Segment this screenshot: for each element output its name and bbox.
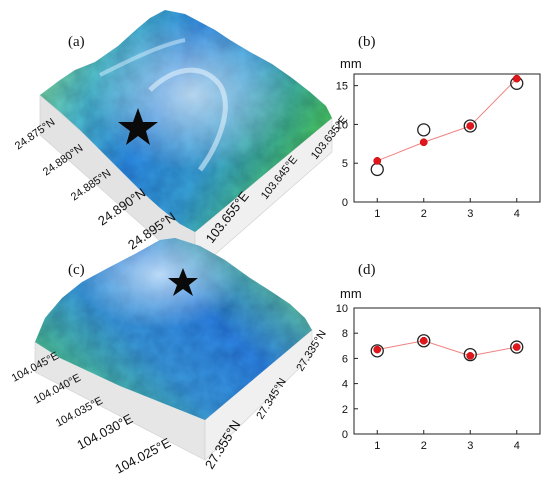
series-line bbox=[377, 78, 518, 162]
lon-label: 104.035°E bbox=[54, 395, 105, 430]
panel-label-d: (d) bbox=[358, 262, 376, 278]
data-point-red-dot bbox=[373, 345, 382, 354]
y-tick-label: 8 bbox=[342, 328, 348, 340]
chart-b: 0 5 10 15 1 2 3 4 bbox=[336, 73, 541, 220]
unit-label-d: mm bbox=[340, 286, 362, 301]
data-point-red-dot bbox=[512, 343, 521, 351]
data-point-open-circle bbox=[463, 119, 477, 133]
y-tick-label: 0 bbox=[342, 197, 348, 209]
terrain-c-wall-right bbox=[204, 329, 313, 461]
unit-label-b: mm bbox=[340, 56, 362, 71]
x-tick-label: 1 bbox=[374, 208, 380, 220]
y-tick-label: 6 bbox=[342, 353, 348, 365]
star-marker-c bbox=[168, 268, 198, 296]
data-point-red-dot bbox=[373, 157, 382, 165]
y-tick-label: 2 bbox=[342, 404, 348, 416]
lon-label: 104.030°E bbox=[74, 411, 135, 453]
data-point-open-circle bbox=[370, 162, 384, 177]
series-line bbox=[377, 340, 517, 357]
data-point-open-circle bbox=[417, 123, 431, 137]
plot-frame bbox=[353, 73, 541, 203]
data-point-open-circle bbox=[417, 334, 431, 348]
x-tick-label: 3 bbox=[467, 208, 473, 220]
data-point-open-circle bbox=[370, 344, 384, 358]
x-tick-label: 2 bbox=[421, 208, 427, 220]
data-point-open-circle bbox=[510, 340, 524, 354]
x-tick-label: 3 bbox=[467, 440, 473, 452]
star-marker-a bbox=[118, 108, 158, 145]
x-tick-label: 4 bbox=[514, 440, 520, 452]
panel-label-c: (c) bbox=[68, 262, 85, 278]
data-point-red-dot bbox=[419, 336, 428, 345]
x-tick-label: 2 bbox=[421, 440, 427, 452]
lon-label: 104.025°E bbox=[112, 435, 173, 477]
y-tick-label: 4 bbox=[342, 379, 348, 391]
panel-label-a: (a) bbox=[68, 34, 85, 50]
x-tick-label: 1 bbox=[374, 440, 380, 452]
data-point-red-dot bbox=[466, 122, 475, 130]
data-point-red-dot bbox=[512, 74, 521, 83]
y-tick-label: 0 bbox=[342, 429, 348, 441]
y-tick-label: 5 bbox=[342, 158, 348, 170]
data-point-red-dot bbox=[466, 352, 475, 360]
plot-frame bbox=[353, 307, 541, 435]
data-point-red-dot bbox=[419, 138, 428, 147]
data-point-open-circle bbox=[463, 347, 477, 362]
panel-label-b: (b) bbox=[358, 34, 376, 50]
y-tick-label: 10 bbox=[336, 303, 348, 315]
y-tick-label: 15 bbox=[336, 81, 348, 93]
y-tick-label: 10 bbox=[336, 119, 348, 131]
x-tick-label: 4 bbox=[514, 208, 520, 220]
